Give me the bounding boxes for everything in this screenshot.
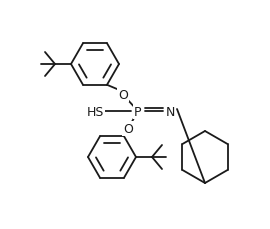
Text: O: O: [118, 89, 128, 102]
Text: O: O: [123, 122, 133, 135]
Text: HS: HS: [86, 105, 104, 118]
Text: P: P: [134, 105, 142, 118]
Text: N: N: [165, 105, 175, 118]
